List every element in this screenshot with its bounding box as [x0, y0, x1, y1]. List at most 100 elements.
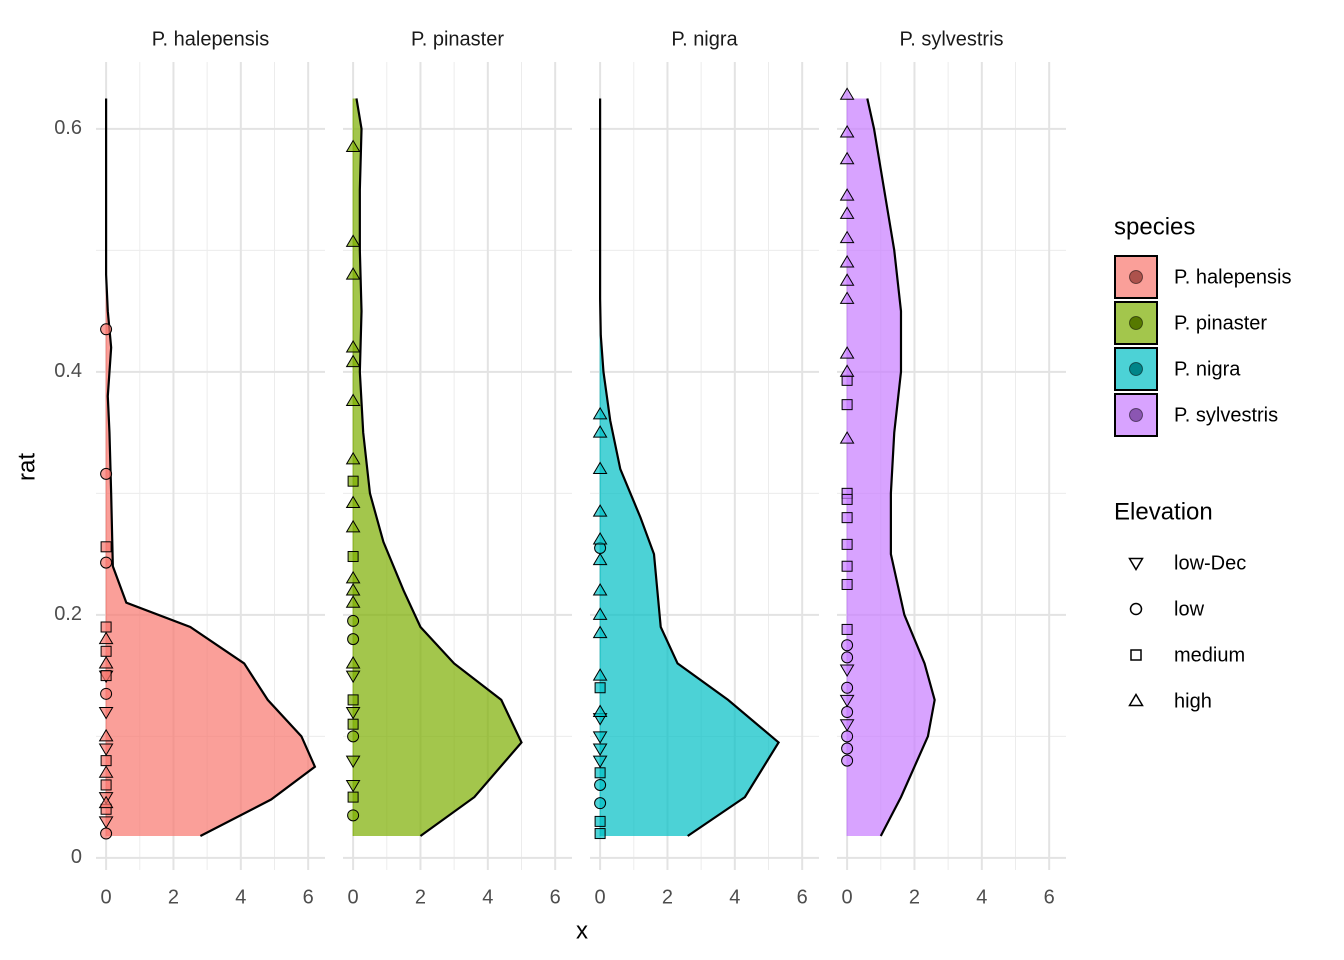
legend-title: species — [1114, 213, 1195, 240]
data-point — [100, 323, 113, 336]
data-point — [98, 765, 114, 778]
data-point — [98, 631, 114, 645]
data-point — [594, 778, 607, 791]
data-point — [839, 694, 855, 708]
data-point — [347, 694, 359, 706]
data-point — [841, 374, 853, 386]
x-axis-label: x — [576, 917, 588, 944]
legend-shape — [1128, 557, 1144, 571]
x-tick-label: 2 — [415, 886, 426, 908]
data-point — [100, 687, 113, 700]
data-point — [98, 707, 114, 720]
data-point — [841, 399, 853, 411]
x-tick-label: 6 — [797, 886, 808, 908]
data-point — [345, 139, 361, 153]
data-point — [345, 583, 361, 596]
data-point — [592, 607, 608, 620]
x-tick-label: 2 — [909, 886, 920, 908]
shape-legend-title: Elevation — [1114, 498, 1213, 525]
data-point — [841, 754, 854, 767]
data-point — [592, 461, 608, 475]
data-point — [345, 570, 361, 584]
data-point — [839, 346, 855, 359]
legend-shape — [1129, 602, 1143, 616]
legend-key-point — [1129, 362, 1143, 376]
legend-label: high — [1174, 690, 1212, 712]
data-point — [592, 406, 608, 420]
data-point — [839, 230, 855, 244]
legend-label: P. nigra — [1174, 358, 1241, 380]
data-point — [592, 425, 608, 438]
data-point — [841, 651, 854, 664]
data-point — [839, 151, 855, 165]
data-point — [841, 578, 853, 590]
data-point — [347, 718, 359, 730]
data-point — [98, 743, 114, 756]
x-tick-label: 4 — [729, 886, 740, 908]
data-point — [841, 730, 854, 743]
strip-title: P. nigra — [671, 28, 738, 50]
legend-label: low-Dec — [1174, 552, 1246, 574]
data-point — [841, 493, 853, 505]
data-point — [100, 541, 112, 553]
violin-area — [600, 98, 779, 836]
x-tick-label: 6 — [303, 886, 314, 908]
data-point — [839, 664, 855, 678]
x-tick-label: 0 — [348, 886, 359, 908]
y-tick-label: 0.4 — [54, 360, 82, 382]
data-point — [839, 273, 855, 286]
data-point — [100, 556, 113, 569]
x-tick-label: 2 — [662, 886, 673, 908]
data-point — [839, 87, 855, 100]
data-point — [100, 827, 113, 840]
legend-key-shade — [1129, 362, 1143, 376]
data-point — [347, 633, 360, 646]
data-point — [592, 668, 608, 681]
data-point — [345, 340, 361, 353]
data-point — [345, 393, 361, 406]
data-point — [345, 595, 361, 608]
x-tick-label: 0 — [595, 886, 606, 908]
data-point — [841, 639, 854, 652]
data-point — [345, 707, 361, 720]
y-tick-label: 0.2 — [54, 603, 82, 625]
data-point — [347, 791, 359, 803]
x-tick-label: 4 — [976, 886, 987, 908]
y-axis-label: rat — [13, 453, 40, 481]
data-point — [100, 779, 112, 791]
data-point — [100, 621, 112, 633]
data-point — [592, 504, 608, 517]
legend-key-shade — [1129, 316, 1143, 330]
data-point — [592, 704, 608, 718]
data-point — [841, 681, 854, 694]
x-tick-label: 4 — [482, 886, 493, 908]
violin-area — [106, 98, 315, 836]
density-line — [866, 98, 936, 837]
y-tick-label: 0.6 — [54, 117, 82, 139]
data-point — [592, 731, 608, 744]
data-point — [592, 583, 608, 596]
data-point — [841, 538, 853, 550]
legend-key-point — [1129, 408, 1143, 422]
data-point — [345, 655, 361, 669]
data-point — [839, 124, 855, 138]
data-point — [345, 267, 361, 280]
x-tick-label: 0 — [842, 886, 853, 908]
density-line — [599, 98, 781, 837]
data-point — [841, 512, 853, 524]
data-point — [347, 551, 359, 563]
data-point — [841, 706, 854, 719]
x-tick-label: 6 — [550, 886, 561, 908]
data-point — [594, 828, 606, 840]
legend-shape — [1128, 693, 1144, 707]
data-point — [345, 354, 361, 368]
data-point — [592, 532, 608, 545]
data-point — [594, 815, 606, 827]
data-point — [100, 670, 112, 682]
x-tick-label: 6 — [1044, 886, 1055, 908]
data-point — [347, 730, 360, 743]
legend-key-point — [1129, 316, 1143, 330]
legend-label: medium — [1174, 644, 1245, 666]
data-point — [345, 451, 361, 465]
